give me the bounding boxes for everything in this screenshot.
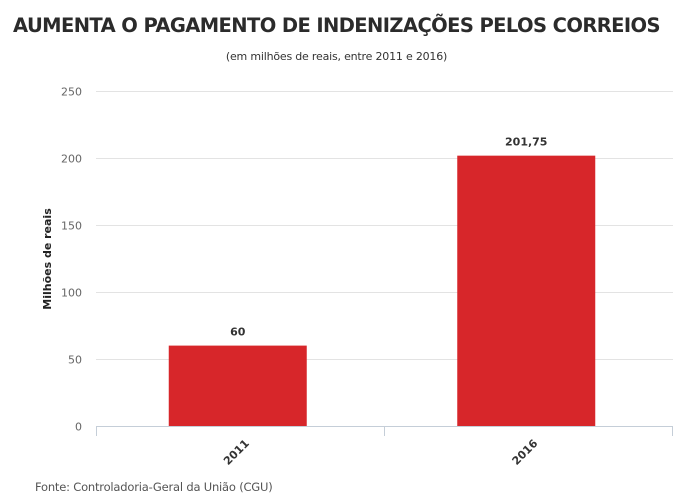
- bar-2016: [457, 155, 596, 426]
- y-tick-label: 0: [75, 421, 82, 434]
- y-tick-label: 100: [61, 287, 82, 300]
- data-labels: 60 201,75: [230, 136, 547, 339]
- y-axis-label: Milhões de reais: [41, 208, 54, 310]
- x-tick-label: 2016: [510, 437, 541, 468]
- y-tick-label: 50: [68, 354, 82, 367]
- x-axis: 2011 2016: [96, 426, 673, 468]
- bars: [168, 155, 596, 426]
- data-label: 60: [230, 326, 246, 339]
- y-tick-label: 150: [61, 220, 82, 233]
- y-tick-label: 250: [61, 86, 82, 99]
- source-note: Fonte: Controladoria-Geral da União (CGU…: [35, 480, 273, 494]
- chart-subtitle: (em milhões de reais, entre 2011 e 2016): [225, 50, 448, 63]
- chart-title: AUMENTA O PAGAMENTO DE INDENIZAÇÕES PELO…: [13, 14, 661, 37]
- bar-2011: [168, 345, 307, 426]
- y-axis-ticks: 0 50 100 150 200 250: [61, 86, 82, 434]
- y-tick-label: 200: [61, 153, 82, 166]
- data-label: 201,75: [505, 136, 547, 149]
- x-tick-label: 2011: [221, 437, 252, 468]
